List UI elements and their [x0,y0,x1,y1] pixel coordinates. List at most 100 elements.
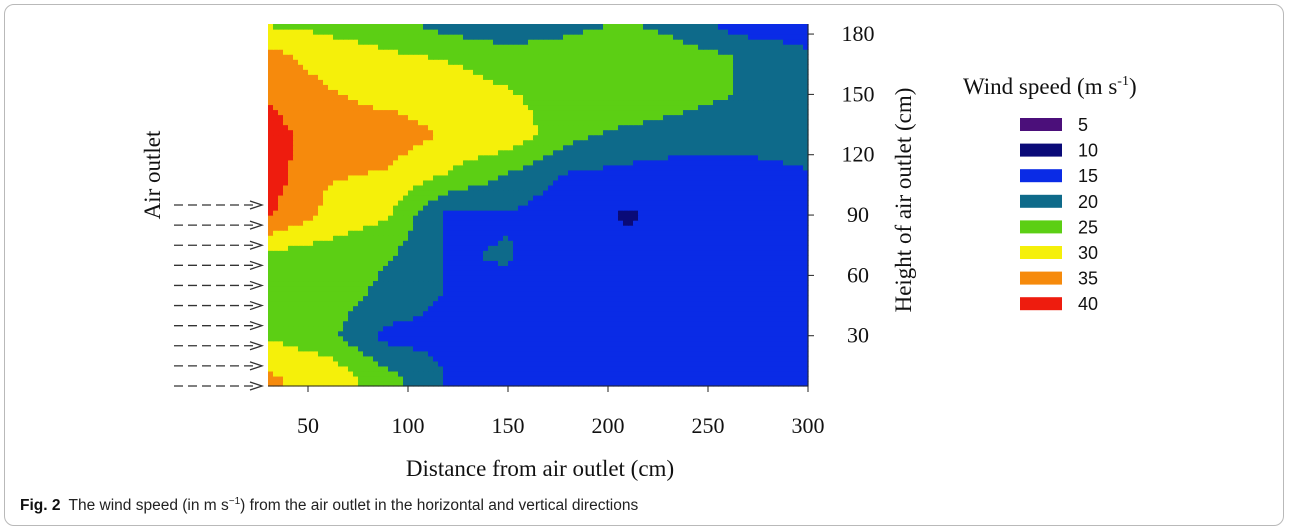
contour-cell [378,345,384,352]
contour-cell [438,159,444,166]
contour-cell [478,320,484,327]
contour-cell [693,370,699,377]
contour-cell [513,295,519,302]
contour-cell [333,215,339,221]
contour-cell [353,280,359,287]
contour-cell [573,184,579,191]
contour-cell [288,315,294,322]
contour-cell [513,220,519,226]
contour-cell [273,149,279,156]
contour-cell [513,310,519,317]
contour-cell [653,290,659,297]
contour-cell [398,250,404,256]
contour-cell [758,285,764,292]
contour-cell [358,285,364,292]
contour-cell [273,255,279,261]
contour-cell [628,310,634,317]
contour-cell [478,360,484,367]
contour-cell [648,179,654,186]
contour-cell [703,220,709,226]
contour-cell [733,199,739,206]
contour-cell [418,325,424,332]
contour-cell [583,280,589,287]
contour-cell [503,330,509,337]
contour-cell [513,230,519,236]
contour-cell [638,275,644,282]
contour-cell [628,355,634,362]
contour-cell [788,315,794,322]
contour-cell [588,305,594,312]
contour-cell [788,310,794,317]
contour-cell [598,205,604,211]
contour-cell [733,330,739,337]
contour-cell [758,270,764,276]
contour-cell [523,174,529,181]
contour-cell [278,285,284,292]
contour-cell [643,169,649,176]
contour-cell [508,225,514,231]
contour-cell [748,320,754,327]
contour-cell [348,315,354,322]
contour-field [268,24,809,387]
contour-cell [413,210,419,216]
contour-cell [728,345,734,352]
contour-cell [568,225,574,231]
contour-cell [503,365,509,372]
contour-cell [278,164,284,171]
contour-cell [393,270,399,276]
contour-cell [608,310,614,317]
contour-cell [793,205,799,211]
contour-cell [433,340,439,347]
contour-cell [483,315,489,322]
contour-cell [423,330,429,337]
contour-cell [568,250,574,256]
contour-cell [288,330,294,337]
contour-cell [743,205,749,211]
contour-cell [458,315,464,322]
contour-cell [513,280,519,287]
contour-cell [283,240,289,246]
contour-cell [638,199,644,206]
contour-cell [788,380,794,387]
contour-cell [648,330,654,337]
contour-cell [693,194,699,201]
contour-cell [583,205,589,211]
contour-cell [318,205,324,211]
contour-cell [313,159,319,166]
contour-cell [413,235,419,241]
contour-cell [788,355,794,362]
contour-cell [793,370,799,377]
contour-cell [763,169,769,176]
contour-cell [633,154,639,161]
contour-cell [708,350,714,357]
contour-cell [338,240,344,246]
contour-cell [593,365,599,372]
contour-cell [778,380,784,387]
contour-cell [373,255,379,261]
contour-cell [693,250,699,256]
contour-cell [338,245,344,251]
contour-cell [713,184,719,191]
contour-cell [773,310,779,317]
contour-cell [743,245,749,251]
contour-cell [718,255,724,261]
contour-cell [383,360,389,367]
contour-cell [298,315,304,322]
contour-cell [398,330,404,337]
contour-cell [783,220,789,226]
contour-cell [348,225,354,231]
contour-cell [668,210,674,216]
contour-cell [658,230,664,236]
contour-cell [568,315,574,322]
contour-cell [768,315,774,322]
contour-cell [513,205,519,211]
contour-cell [588,315,594,322]
contour-cell [438,265,444,271]
contour-cell [408,189,414,196]
contour-cell [593,210,599,216]
contour-cell [718,164,724,171]
contour-cell [588,215,594,221]
contour-cell [728,295,734,302]
contour-cell [528,245,534,251]
contour-cell [498,230,504,236]
